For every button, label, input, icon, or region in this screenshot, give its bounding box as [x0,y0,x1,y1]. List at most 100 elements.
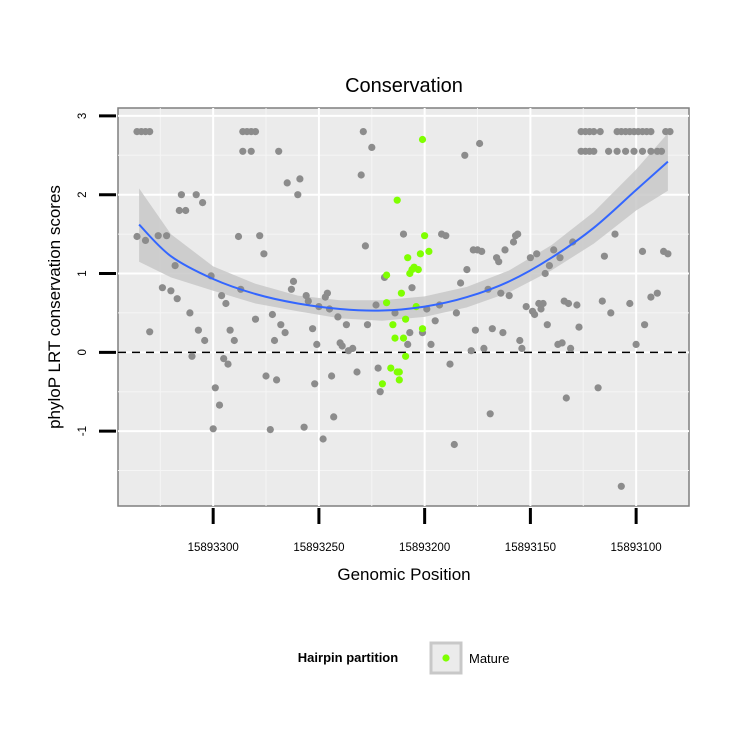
other-point [300,423,308,431]
other-point [471,326,479,334]
other-point [328,372,336,380]
mature-point [395,376,403,384]
other-point [338,342,346,350]
other-point [289,277,298,285]
other-point [427,340,435,348]
mature-point [383,299,391,307]
other-point [600,252,609,260]
mature-point [387,364,395,372]
mature-point [397,289,405,297]
x-tick-label: 15893250 [293,542,344,554]
other-point [304,297,312,305]
legend-entry-mature: Mature [469,651,509,666]
other-point [368,143,376,151]
other-point [539,299,547,308]
other-point [154,232,162,240]
other-point [522,303,530,311]
other-point [342,321,350,329]
other-point [349,344,357,352]
other-point [541,269,549,278]
mature-point [389,321,397,329]
other-point [550,246,558,254]
other-point [657,147,666,155]
other-point [632,340,640,348]
mature-point [391,334,399,342]
other-point [163,232,171,240]
other-point [488,325,496,333]
other-point [480,344,488,352]
other-point [626,299,634,308]
y-tick-label: 2 [77,191,89,197]
other-point [590,128,598,136]
other-point [281,329,289,337]
x-tick-label: 15893200 [399,542,450,554]
other-point [302,292,310,300]
other-point [452,309,460,317]
other-point [251,315,260,323]
other-point [638,247,647,255]
other-point [361,242,369,250]
other-point [372,301,380,309]
legend: Hairpin partition Mature [298,641,509,675]
other-point [647,293,655,301]
other-point [431,317,439,325]
other-point [594,384,602,392]
x-axis-ticks: 15893300 15893250 15893200 15893150 15893100 [188,508,662,554]
other-point [188,352,196,360]
other-point [630,147,638,155]
other-point [442,232,450,240]
mature-point [421,232,429,240]
other-point [167,287,175,295]
other-point [497,289,505,297]
other-point [556,254,564,262]
other-point [653,289,661,297]
mature-point [402,315,410,323]
other-point [211,384,219,392]
other-point [294,191,302,199]
other-point [230,336,238,345]
other-point [590,147,598,155]
other-point [209,425,217,433]
other-point [287,285,295,293]
mature-point [378,380,386,388]
fit-line [138,160,669,312]
other-point [256,232,264,240]
other-point [647,128,655,136]
mature-point [395,368,403,376]
other-point [309,325,317,333]
mature-point [416,250,424,258]
mature-point [383,271,391,279]
other-point [486,410,494,418]
other-point [357,171,365,179]
other-point [404,340,412,348]
other-point [573,301,581,309]
other-point [406,329,414,337]
other-point [266,426,274,434]
other-point [334,313,342,321]
other-point [199,199,207,207]
mature-point [418,135,427,144]
other-point [353,368,361,376]
other-point [234,232,243,241]
other-point [607,309,615,317]
other-point [605,147,613,155]
other-point [611,230,619,238]
other-point [275,147,283,155]
other-point [158,284,166,292]
other-point [664,250,672,258]
legend-mature-marker [442,654,450,662]
other-point [461,151,469,159]
other-point [146,128,154,136]
other-point [296,175,304,183]
other-point [613,147,621,155]
other-point [182,206,190,215]
mature-point [414,266,422,274]
other-point [596,128,604,136]
x-tick-label: 15893100 [611,542,662,554]
other-point [262,372,270,380]
other-point [311,380,319,388]
other-point [260,250,268,258]
other-point [564,299,573,308]
mature-point [399,334,408,342]
